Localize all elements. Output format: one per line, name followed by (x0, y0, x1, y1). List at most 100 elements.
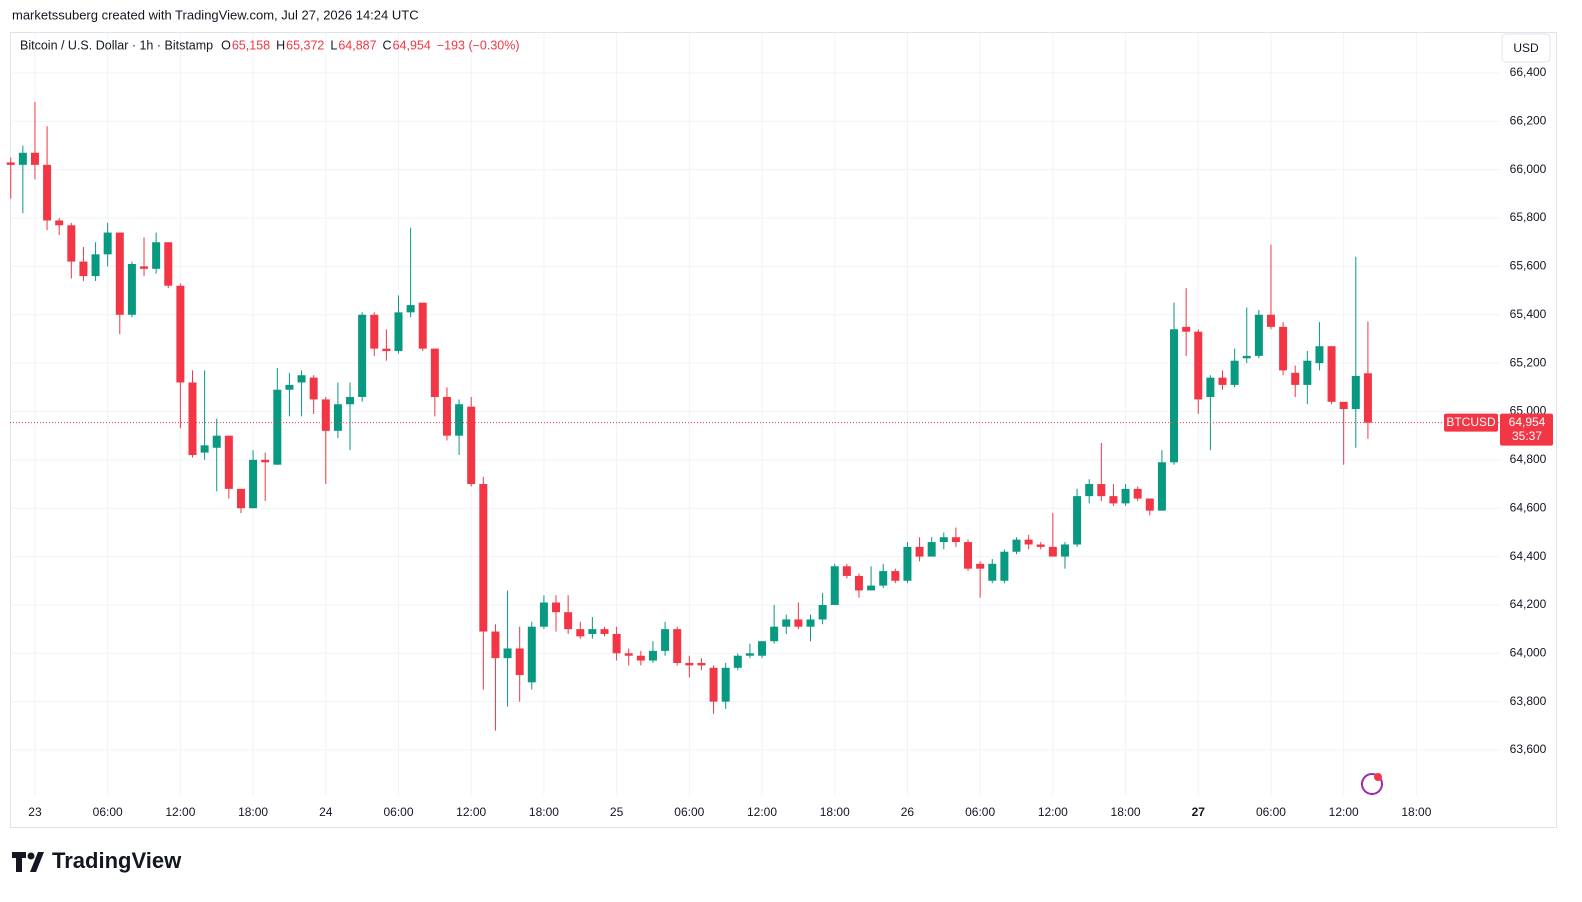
candle-body (1206, 377, 1215, 397)
candle-body (249, 459, 258, 509)
x-tick-label: 06:00 (674, 805, 704, 819)
candle-body (1024, 539, 1033, 545)
y-tick-label: 66,400 (1510, 65, 1547, 79)
candle-body (709, 667, 718, 702)
candle-body (1121, 488, 1130, 504)
logo-mark (12, 852, 44, 872)
x-tick-label: 18:00 (1111, 805, 1141, 819)
candle-body (127, 263, 136, 315)
candle-body (673, 629, 682, 663)
quote-value: 64,954 (393, 38, 431, 52)
candle-body (951, 537, 960, 543)
candle-body (1266, 314, 1275, 327)
price-tag (1500, 413, 1553, 446)
candle-body (309, 377, 318, 400)
candle-body (6, 162, 15, 165)
candle-body (103, 232, 112, 255)
candle-body (152, 242, 161, 269)
candle-body (164, 242, 173, 286)
candle-body (358, 314, 367, 397)
x-tick-label: 18:00 (820, 805, 850, 819)
symbol-tag-label: BTCUSD (1446, 415, 1496, 429)
y-tick-label: 65,800 (1510, 210, 1547, 224)
x-tick-label: 06:00 (965, 805, 995, 819)
candle-body (212, 435, 221, 448)
x-tick-label: 18:00 (529, 805, 559, 819)
candle-body (588, 629, 597, 634)
quote-change: −193 (−0.30%) (437, 38, 520, 52)
candle-body (879, 571, 888, 586)
candle-body (1363, 373, 1372, 423)
countdown: 35:37 (1512, 429, 1542, 443)
candle-body (55, 220, 64, 226)
x-tick-label: 12:00 (165, 805, 195, 819)
currency-button[interactable] (1501, 33, 1551, 63)
symbol: Bitcoin / U.S. Dollar · 1h · Bitstamp (20, 38, 213, 52)
candle-body (491, 631, 500, 659)
x-tick-label: 23 (28, 805, 42, 819)
quote-value: 65,372 (286, 38, 324, 52)
icon-ring (1361, 773, 1383, 795)
candle-body (224, 435, 233, 489)
candle-body (1036, 544, 1045, 547)
x-tick-label: 25 (610, 805, 624, 819)
candle-body (79, 261, 88, 277)
candle-body (188, 382, 197, 456)
candle-body (261, 459, 270, 463)
candle-body (236, 488, 245, 509)
candle-body (1182, 326, 1191, 332)
candle-body (297, 375, 306, 383)
candle-body (648, 650, 657, 661)
quote-value: 64,887 (338, 38, 376, 52)
launch-icon[interactable] (1361, 773, 1383, 795)
y-tick-label: 63,600 (1510, 742, 1547, 756)
candle-body (636, 655, 645, 661)
candle-body (1254, 314, 1263, 356)
candle-body (1073, 496, 1082, 545)
candle-body (964, 542, 973, 569)
x-tick-label: 26 (901, 805, 915, 819)
candle-body (455, 404, 464, 436)
candle-body (758, 641, 767, 656)
credit: marketssuberg created with TradingView.c… (12, 7, 419, 22)
candle-body (394, 312, 403, 352)
candle-body (200, 445, 209, 453)
candle-body (1085, 484, 1094, 497)
candle-body (430, 348, 439, 397)
candle-body (467, 406, 476, 485)
y-tick-label: 64,000 (1510, 645, 1547, 659)
x-tick-label: 18:00 (238, 805, 268, 819)
candle-body (30, 152, 39, 165)
candle-body (1109, 496, 1118, 504)
candle-body (479, 484, 488, 632)
candle-body (1157, 462, 1166, 511)
candle-body (661, 629, 670, 651)
candle-body (915, 546, 924, 557)
x-tick-label: 06:00 (1256, 805, 1286, 819)
candle-body (685, 662, 694, 666)
candle-body (976, 563, 985, 569)
x-tick-label: 12:00 (747, 805, 777, 819)
candle-body (1048, 546, 1057, 557)
candle-body (1000, 551, 1009, 581)
candle-body (273, 389, 282, 465)
candle-body (1097, 484, 1106, 497)
brand: TradingView (52, 848, 182, 873)
x-tick-label: 06:00 (93, 805, 123, 819)
candle-body (867, 585, 876, 591)
candle-body (988, 563, 997, 581)
y-tick-label: 64,800 (1510, 452, 1547, 466)
candle-body (418, 302, 427, 349)
currency[interactable]: USD (1513, 41, 1539, 55)
candle-body (721, 667, 730, 702)
candle-body (854, 575, 863, 591)
candle-body (770, 626, 779, 642)
candle-body (624, 653, 633, 656)
y-tick-label: 65,200 (1510, 355, 1547, 369)
candle-body (600, 629, 609, 634)
candle-body (370, 314, 379, 349)
x-tick-label: 27 (1192, 805, 1206, 819)
x-tick-label: 12:00 (456, 805, 486, 819)
x-tick-label: 24 (319, 805, 333, 819)
candle-body (1170, 329, 1179, 463)
